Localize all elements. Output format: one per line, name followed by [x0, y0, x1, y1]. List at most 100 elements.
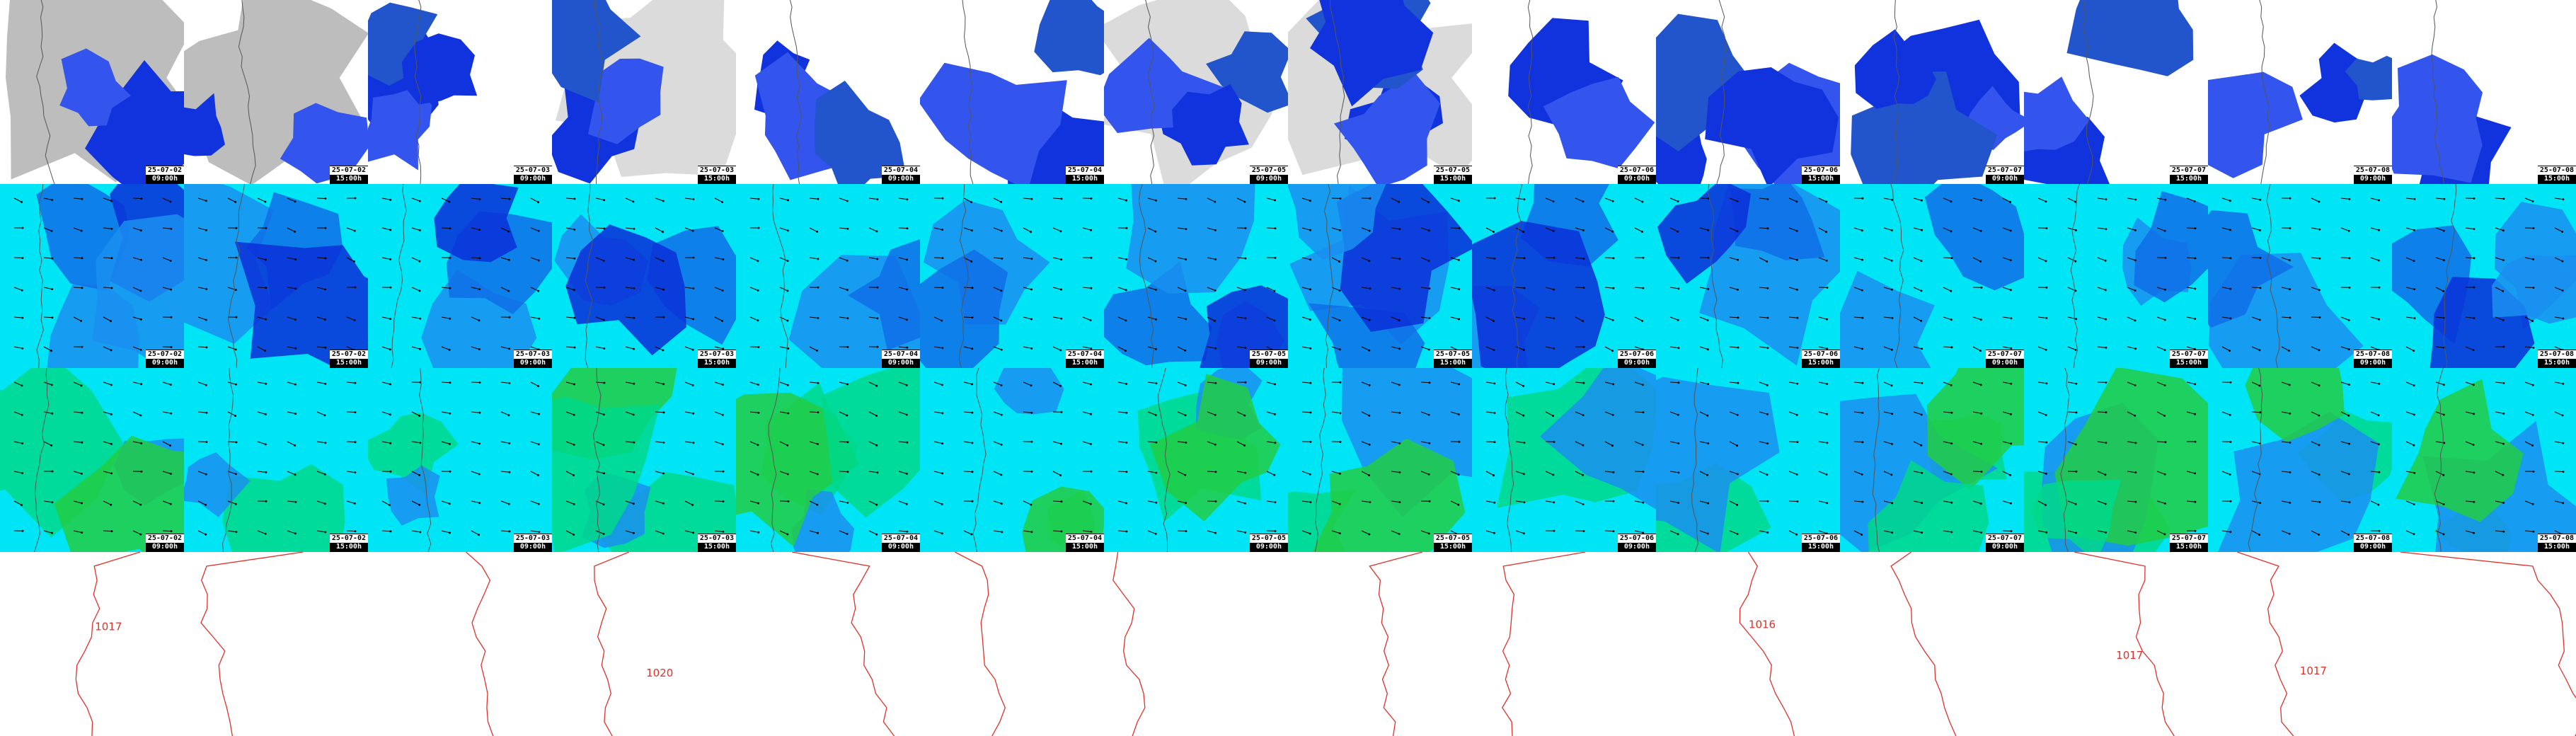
- wind-arrow: [227, 226, 238, 229]
- wind-arrow: [1634, 287, 1645, 289]
- map-panel-wind-lower-1: 25-07-02 09:00h: [0, 368, 184, 552]
- map-panel-wind-lower-12: 25-07-07 15:00h: [2024, 368, 2208, 552]
- wind-arrow: [714, 411, 724, 416]
- wind-arrow: [411, 197, 421, 202]
- wind-arrow: [1391, 227, 1401, 231]
- wind-arrow: [1052, 410, 1063, 413]
- wind-arrow: [898, 381, 908, 386]
- wind-arrow: [779, 227, 789, 232]
- wind-arrow: [381, 441, 392, 444]
- wind-arrow: [1361, 227, 1371, 232]
- wind-arrow: [1331, 197, 1342, 200]
- field-graphic: [184, 0, 368, 184]
- precip-area: [1543, 76, 1655, 169]
- wind-arrow: [500, 316, 511, 318]
- wind-arrow: [1634, 381, 1644, 386]
- wind-arrow: [1023, 530, 1033, 534]
- map-panel-pressure-7: [1104, 552, 1288, 736]
- wind-arrow: [1759, 441, 1769, 444]
- wind-arrow: [1082, 441, 1092, 445]
- wind-arrow: [1485, 381, 1496, 385]
- wind-arrow: [197, 227, 207, 231]
- wind-arrow: [44, 470, 54, 473]
- wind-arrow: [1082, 470, 1093, 473]
- wind-arrow: [257, 500, 268, 502]
- wind-arrow: [1759, 471, 1769, 476]
- wind-arrow: [381, 470, 392, 473]
- map-panel-wind-upper-2: 25-07-02 15:00h: [184, 184, 368, 368]
- wind-arrow: [1177, 441, 1188, 444]
- wind-arrow: [2251, 316, 2261, 321]
- map-panel-precipitation-14: 25-07-08 15:00h: [2392, 0, 2576, 184]
- wind-arrow: [993, 530, 1004, 534]
- stamp-date: 25-07-04: [881, 350, 920, 359]
- time-stamp: 25-07-08 15:00h: [2537, 350, 2576, 368]
- wind-arrow: [1972, 316, 1982, 321]
- wind-arrow: [73, 411, 84, 414]
- wind-arrow: [779, 441, 789, 447]
- wind-arrow: [1818, 227, 1827, 234]
- wind-arrow: [2186, 227, 2197, 229]
- wind-arrow: [1485, 441, 1496, 443]
- wind-arrow: [13, 411, 23, 416]
- field-graphic: 1017: [2208, 552, 2392, 736]
- coastline: [228, 184, 246, 368]
- wind-arrow: [1853, 197, 1864, 200]
- wind-arrow: [1420, 197, 1430, 204]
- wind-arrow: [500, 346, 511, 350]
- wind-arrow: [1177, 316, 1188, 321]
- wind-arrow: [1699, 227, 1709, 231]
- time-stamp: 25-07-06 15:00h: [1801, 350, 1840, 368]
- wind-arrow: [868, 345, 879, 348]
- wind-arrow: [1391, 471, 1401, 473]
- wind-arrow: [2495, 411, 2505, 415]
- wind-arrow: [1788, 411, 1798, 416]
- stamp-date: 25-07-02: [329, 534, 368, 543]
- stamp-date: 25-07-03: [697, 350, 736, 359]
- wind-arrow: [2127, 257, 2137, 262]
- wind-arrow: [1391, 530, 1401, 535]
- wind-arrow: [2311, 411, 2321, 417]
- wind-arrow: [1853, 227, 1863, 232]
- wind-arrow: [1913, 500, 1924, 504]
- wind-arrow: [73, 197, 84, 200]
- wind-arrow: [1147, 287, 1157, 291]
- wind-area: [1200, 285, 1288, 368]
- wind-arrow: [1883, 257, 1893, 262]
- map-panel-wind-upper-6: 25-07-04 15:00h: [920, 184, 1104, 368]
- wind-arrow: [2251, 256, 2262, 259]
- wind-arrow: [625, 227, 636, 230]
- wind-arrow: [2311, 257, 2321, 260]
- wind-area: [2245, 368, 2345, 442]
- wind-arrow: [2281, 287, 2292, 291]
- precip-area: [2066, 0, 2194, 76]
- wind-area: [184, 452, 251, 517]
- wind-arrow: [1391, 346, 1401, 350]
- stamp-date: 25-07-06: [1617, 534, 1656, 543]
- stamp-time: 15:00h: [331, 359, 366, 367]
- map-panel-precipitation-6: 25-07-04 15:00h: [920, 0, 1104, 184]
- wind-arrow: [471, 346, 481, 350]
- wind-arrow: [1052, 441, 1062, 445]
- time-stamp: 25-07-05 09:00h: [1249, 534, 1288, 552]
- wind-arrow: [471, 530, 480, 536]
- wind-arrow: [809, 530, 819, 534]
- wind-arrow: [257, 257, 267, 261]
- wind-arrow: [287, 411, 297, 415]
- wind-arrow: [2554, 316, 2565, 320]
- wind-arrow: [2495, 316, 2505, 321]
- wind-arrow: [868, 530, 878, 536]
- wind-arrow: [595, 316, 605, 321]
- time-stamp: 25-07-05 15:00h: [1433, 166, 1472, 184]
- wind-arrow: [1450, 316, 1460, 321]
- map-panel-wind-upper-14: 25-07-08 15:00h: [2392, 184, 2576, 368]
- wind-arrow: [1177, 411, 1187, 417]
- wind-arrow: [1669, 346, 1680, 350]
- wind-arrow: [1853, 287, 1863, 292]
- precip-area: [280, 103, 368, 184]
- coastline: [2248, 368, 2263, 552]
- wind-arrow: [2067, 411, 2078, 414]
- wind-arrow: [565, 411, 575, 416]
- wind-area: [1472, 221, 1605, 368]
- wind-arrow: [1082, 316, 1092, 321]
